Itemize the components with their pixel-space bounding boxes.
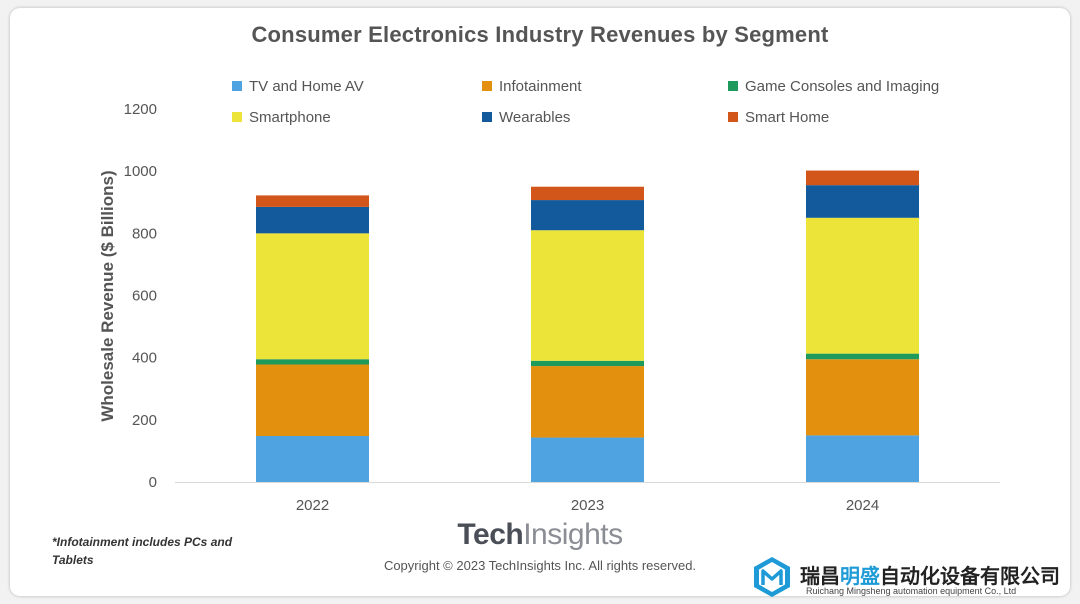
legend-label: Infotainment: [499, 77, 582, 95]
legend-swatch: [482, 112, 492, 122]
chart-title: Consumer Electronics Industry Revenues b…: [251, 22, 829, 47]
copyright-text: Copyright © 2023 TechInsights Inc. All r…: [383, 558, 697, 573]
x-tick-label: 2024: [846, 497, 879, 514]
bar-segment: [531, 360, 644, 367]
legend-label: Smartphone: [249, 108, 331, 126]
bar-segment: [806, 435, 919, 482]
y-tick-label: 600: [132, 288, 157, 305]
bar-segment: [531, 200, 644, 231]
bar-segment: [806, 170, 919, 186]
brand-bold: Tech: [457, 518, 524, 551]
legend-item: Game Consoles and Imaging: [728, 77, 939, 95]
bar-segment: [806, 217, 919, 354]
legend-swatch: [728, 112, 738, 122]
bar-segment: [531, 366, 644, 438]
legend-item: Smartphone: [232, 108, 331, 126]
legend-item: Infotainment: [482, 77, 582, 95]
legend-label: Wearables: [499, 108, 571, 126]
bar-segment: [531, 230, 644, 361]
bar-segment: [531, 186, 644, 201]
watermark-name-part: 瑞昌: [800, 566, 840, 588]
x-tick-label: 2023: [571, 497, 604, 514]
legend-swatch: [482, 81, 492, 91]
legend-label: TV and Home AV: [249, 77, 364, 95]
legend-label: Smart Home: [745, 108, 830, 126]
bar-segment: [256, 206, 369, 234]
y-tick-label: 1000: [124, 163, 157, 180]
bar-segment: [806, 185, 919, 218]
legend-swatch: [232, 81, 242, 91]
legend-swatch: [232, 112, 242, 122]
watermark-name-highlight: 明盛: [840, 566, 880, 588]
bar-segment: [256, 233, 369, 360]
x-tick-label: 2022: [296, 497, 329, 514]
watermark-hexagon-icon: [754, 557, 790, 597]
y-tick-label: 1200: [124, 101, 157, 118]
legend-item: TV and Home AV: [232, 77, 364, 95]
watermark-company-name: 瑞昌明盛自动化设备有限公司: [800, 560, 1060, 589]
techinsights-logo: TechInsights: [0, 518, 1080, 552]
y-axis-label: Wholesale Revenue ($ Billions): [98, 170, 117, 422]
watermark-subtitle: Ruichang Mingsheng automation equipment …: [806, 586, 1017, 596]
y-tick-label: 800: [132, 225, 157, 242]
bar-segment: [256, 435, 369, 482]
bar-segment: [806, 359, 919, 436]
footnote: *Infotainment includes PCs and Tablets: [52, 535, 233, 567]
brand-light: Insights: [523, 518, 623, 551]
bar-segment: [256, 195, 369, 207]
bar-segment: [531, 437, 644, 482]
y-tick-label: 400: [132, 350, 157, 367]
watermark-name-part: 自动化设备有限公司: [880, 566, 1060, 588]
bar-segment: [256, 359, 369, 365]
bar-segment: [256, 364, 369, 436]
legend-swatch: [728, 81, 738, 91]
y-tick-label: 0: [149, 474, 157, 491]
bar-segment: [806, 353, 919, 360]
legend-item: Wearables: [482, 108, 570, 126]
y-tick-label: 200: [132, 412, 157, 429]
legend-label: Game Consoles and Imaging: [745, 77, 940, 95]
legend-item: Smart Home: [728, 108, 829, 126]
